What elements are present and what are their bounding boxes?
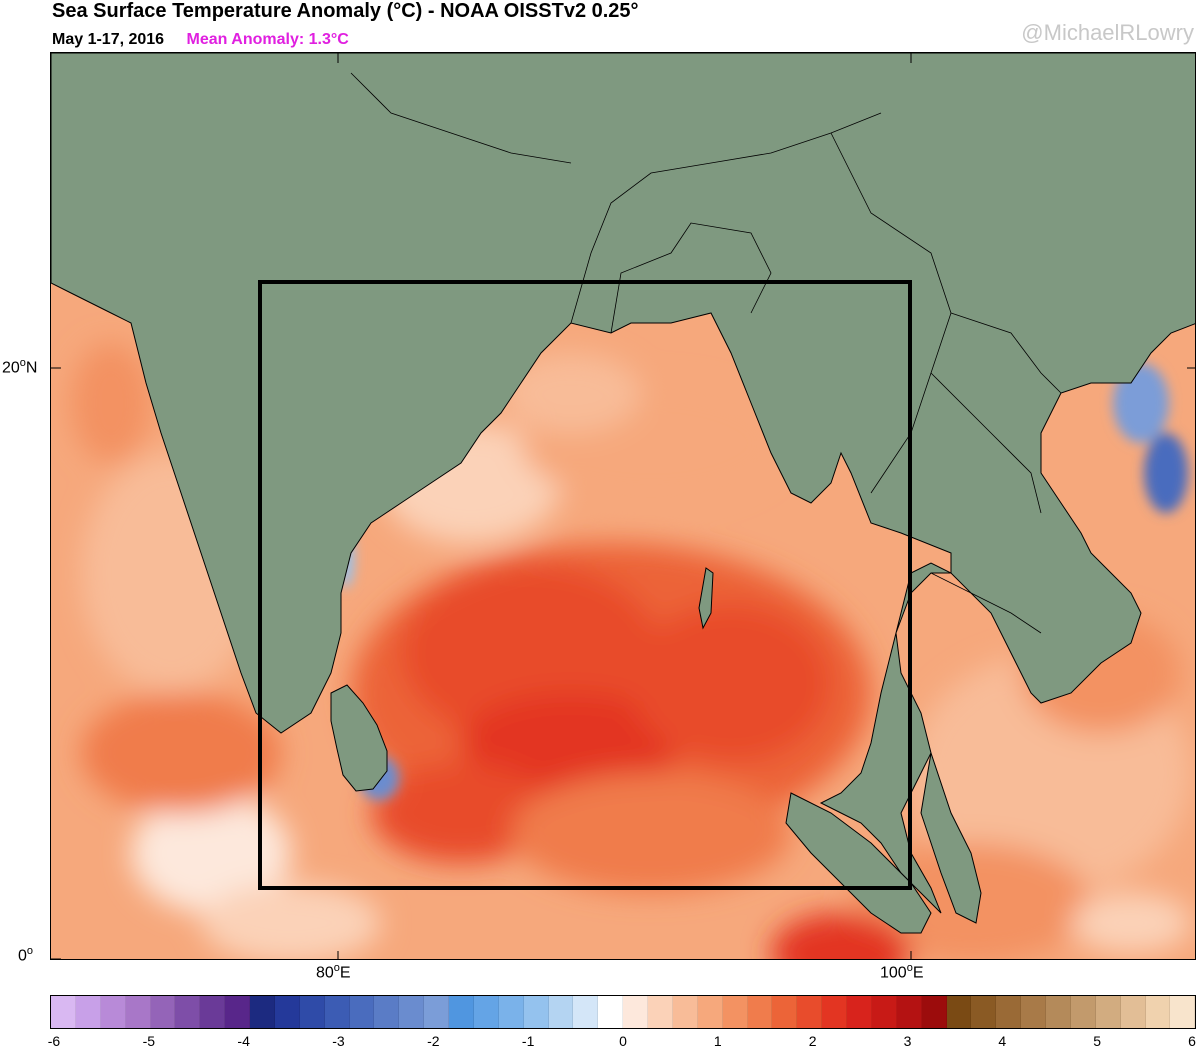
colorbar-swatch [424, 996, 449, 1028]
colorbar-swatch [797, 996, 823, 1028]
lon-label-80e: 80oE [316, 962, 351, 982]
colorbar-swatch [648, 996, 673, 1028]
colorbar-swatch [921, 996, 947, 1028]
graticule [51, 53, 1195, 959]
colorbar-swatch [822, 996, 847, 1028]
colorbar-swatch [51, 996, 76, 1028]
colorbar-swatch [896, 996, 922, 1028]
anomaly-field [71, 343, 1191, 959]
colorbar-swatch [847, 996, 872, 1028]
colorbar-swatch [100, 996, 126, 1028]
colorbar-swatch [125, 996, 151, 1028]
lon-label-100e: 100oE [880, 962, 924, 982]
colorbar-swatch [772, 996, 798, 1028]
colorbar-tick-label: 6 [1188, 1033, 1196, 1049]
colorbar-swatch [548, 996, 574, 1028]
colorbar-tick-label: 0 [619, 1033, 627, 1049]
lat-label-20n: 20oN [2, 357, 38, 377]
colorbar-tick-label: 3 [903, 1033, 912, 1049]
colorbar-swatch [399, 996, 425, 1028]
colorbar-tick-label: -3 [332, 1033, 345, 1049]
colorbar-tick-label: -6 [47, 1033, 61, 1049]
colorbar-swatch [175, 996, 201, 1028]
credit-handle: @MichaelRLowry [1021, 20, 1194, 45]
colorbar-tick-label: -2 [427, 1033, 440, 1049]
date-range: May 1-17, 2016 [52, 31, 165, 48]
colorbar-swatch [1046, 996, 1071, 1028]
sst-anomaly-map [50, 52, 1196, 960]
colorbar-swatch [449, 996, 474, 1028]
malay-peninsula [920, 752, 982, 924]
colorbar-swatch [523, 996, 549, 1028]
analysis-box [258, 280, 912, 890]
colorbar-swatch [623, 996, 648, 1028]
colorbar-swatch [349, 996, 375, 1028]
sumatra [785, 792, 932, 934]
colorbar-swatch [598, 996, 624, 1028]
colorbar-swatch [75, 996, 101, 1028]
colorbar-tick-label: 4 [998, 1033, 1007, 1049]
colorbar-swatch [324, 996, 350, 1028]
colorbar-tick-label: 1 [713, 1033, 722, 1049]
colorbar-swatch [1095, 996, 1121, 1028]
colorbar-tick-label: 5 [1093, 1033, 1102, 1049]
colorbar-swatch [573, 996, 599, 1028]
andaman-islands [698, 567, 714, 630]
colorbar-swatch [871, 996, 897, 1028]
colorbar-tick-label: -5 [142, 1033, 156, 1049]
colorbar-swatch [498, 996, 524, 1028]
colorbar-swatch [996, 996, 1022, 1028]
map-title: Sea Surface Temperature Anomaly (°C) - N… [52, 0, 639, 22]
colorbar-swatch [971, 996, 997, 1028]
colorbar-swatch [225, 996, 250, 1028]
colorbar-swatch [274, 996, 300, 1028]
colorbar-swatch [299, 996, 325, 1028]
colorbar-tick-label: 2 [808, 1033, 817, 1049]
colorbar-tick-label: -4 [237, 1033, 250, 1049]
colorbar-swatch [200, 996, 226, 1028]
colorbar-swatch [946, 996, 972, 1028]
sri-lanka [330, 684, 388, 792]
colorbar-tick-label: -1 [521, 1033, 535, 1049]
colorbar-swatch [1145, 996, 1171, 1028]
colorbar-swatch [1021, 996, 1046, 1028]
colorbar-swatch [747, 996, 773, 1028]
colorbar-swatch [250, 996, 275, 1028]
colorbar [50, 995, 1196, 1029]
colorbar-swatch [722, 996, 748, 1028]
colorbar-swatch [374, 996, 400, 1028]
colorbar-swatch [697, 996, 723, 1028]
colorbar-swatch [150, 996, 176, 1028]
colorbar-swatch [672, 996, 698, 1028]
colorbar-swatch [1070, 996, 1096, 1028]
colorbar-swatch [1170, 996, 1196, 1028]
colorbar-swatch [473, 996, 499, 1028]
map-subtitle: May 1-17, 2016 Mean Anomaly: 1.3°C [52, 31, 349, 49]
map-canvas [51, 53, 1195, 959]
colorbar-swatch [1120, 996, 1146, 1028]
lat-label-0: 0o [18, 945, 34, 965]
mean-anomaly: Mean Anomaly: 1.3°C [186, 31, 349, 48]
